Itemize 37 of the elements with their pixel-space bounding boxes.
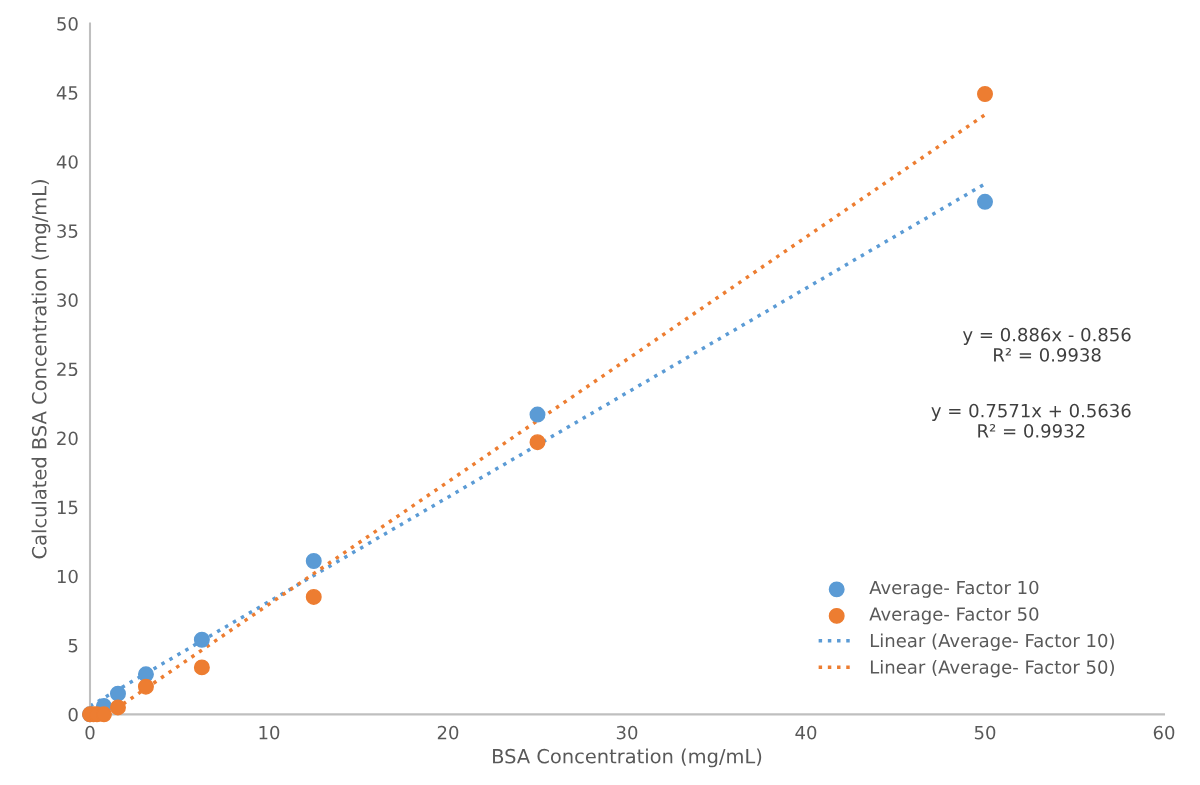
legend-label: Linear (Average- Factor 10) <box>870 633 1114 651</box>
y-tick-label: 0 <box>68 707 78 722</box>
y-tick-label: 50 <box>57 17 78 31</box>
y-tick-label: 15 <box>57 500 78 515</box>
point <box>977 86 993 102</box>
point <box>529 434 546 451</box>
y-tick-label: 25 <box>57 362 78 377</box>
point <box>193 659 210 676</box>
x-axis-title: BSA Concentration (mg/mL) <box>493 748 762 768</box>
point <box>529 406 546 423</box>
y-tick-label: 40 <box>56 155 78 169</box>
annotation: y = 0.886x - 0.856 R² = 0.9938 <box>962 327 1131 362</box>
x-tick-label: 0 <box>85 725 95 740</box>
x-tick-label: 20 <box>437 725 459 740</box>
point <box>193 631 210 648</box>
y-tick-label: 20 <box>57 431 78 446</box>
annotation: y = 0.7571x + 0.5636 R² = 0.9932 <box>931 403 1131 438</box>
x-tick-label: 10 <box>259 725 280 740</box>
y-tick-label: 45 <box>56 86 78 100</box>
y-tick-label: 10 <box>57 569 78 584</box>
point <box>305 588 322 605</box>
y-tick-label: 5 <box>68 638 78 653</box>
point <box>109 685 126 702</box>
y-tick-label: 35 <box>57 224 78 238</box>
legend-label: Linear (Average- Factor 50) <box>870 659 1114 678</box>
legend-label: Average- Factor 10 <box>869 580 1039 598</box>
point <box>137 678 154 695</box>
point <box>305 553 322 569</box>
x-tick-label: 60 <box>1153 725 1175 740</box>
y-axis-title: Calculated BSA Concentration (mg/mL) <box>31 180 51 559</box>
legend-label: Average- Factor 50 <box>869 607 1039 625</box>
y-tick-label: 30 <box>57 293 78 307</box>
x-tick-label: 40 <box>795 725 817 740</box>
point <box>109 699 126 716</box>
x-tick-label: 30 <box>616 725 638 740</box>
point <box>977 193 993 210</box>
x-tick-label: 50 <box>974 725 996 740</box>
